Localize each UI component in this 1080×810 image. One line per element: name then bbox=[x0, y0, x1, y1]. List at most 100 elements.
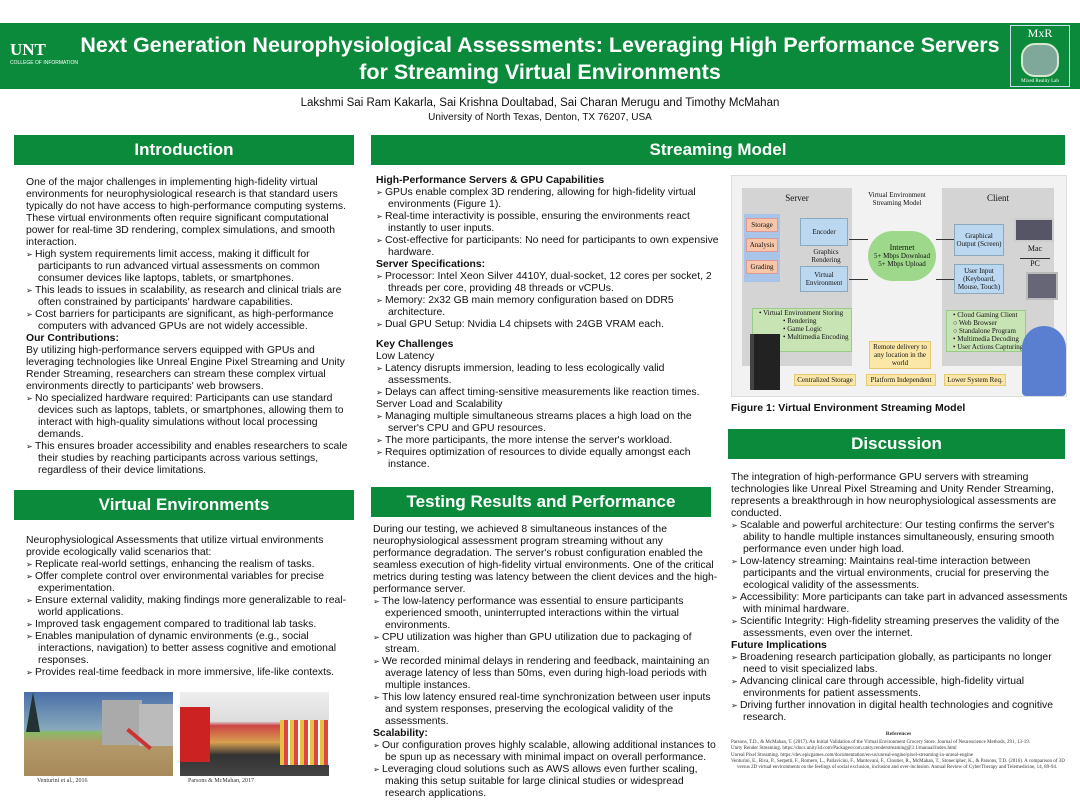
future-bullets: Broadening research participation global… bbox=[731, 652, 1073, 724]
reference-item: Venturini, E., Riva, P., Serpetti, F., R… bbox=[731, 758, 1065, 771]
references-heading: References bbox=[885, 731, 912, 737]
challenges-heading: Key Challenges bbox=[376, 339, 454, 350]
ve-para: Neurophysiological Assessments that util… bbox=[26, 535, 324, 558]
server-fn: • Game Logic bbox=[783, 325, 822, 333]
bullet-item: CPU utilization was higher than GPU util… bbox=[373, 632, 718, 656]
introduction-heading: Introduction bbox=[14, 135, 354, 165]
bullet-item: Scientific Integrity: High-fidelity stre… bbox=[731, 616, 1073, 640]
unt-logo-text: UNT bbox=[10, 40, 46, 59]
virtual-env-body: Neurophysiological Assessments that util… bbox=[26, 535, 348, 679]
bullet-item: Latency disrupts immersion, leading to l… bbox=[376, 363, 721, 387]
bullet-item: Accessibility: More participants can tak… bbox=[731, 592, 1073, 616]
internet-label: Internet bbox=[889, 243, 915, 252]
discussion-body: The integration of high-performance GPU … bbox=[731, 472, 1073, 724]
scalability-bullets: Our configuration proves highly scalable… bbox=[373, 740, 718, 800]
server-fn: • Virtual Environment Storing bbox=[759, 309, 844, 317]
bullet-item: Cost barriers for participants are signi… bbox=[26, 309, 348, 333]
affiliation: University of North Texas, Denton, TX 76… bbox=[428, 112, 652, 123]
bullet-item: Provides real-time feedback in more imme… bbox=[26, 667, 348, 679]
references: References Parsons, T.D., & McMahan, T. … bbox=[731, 731, 1066, 771]
brain-icon bbox=[1021, 43, 1059, 77]
bullet-item: Processor: Intel Xeon Silver 4410Y, dual… bbox=[376, 271, 721, 295]
testing-bullets: The low-latency performance was essentia… bbox=[373, 596, 718, 728]
bullet-item: Delays can affect timing-sensitive measu… bbox=[376, 387, 721, 399]
upload-label: 5+ Mbps Upload bbox=[878, 260, 926, 268]
bullet-item: This ensures broader accessibility and e… bbox=[26, 441, 348, 477]
reference-list: Parsons, T.D., & McMahan, T. (2017). An … bbox=[731, 740, 1066, 771]
desktop-icon bbox=[1026, 272, 1058, 300]
latency-bullets: Latency disrupts immersion, leading to l… bbox=[376, 363, 721, 399]
bullet-item: The low-latency performance was essentia… bbox=[373, 596, 718, 632]
bullet-item: High system requirements limit access, m… bbox=[26, 249, 348, 285]
scalability-heading: Scalability: bbox=[373, 728, 428, 739]
bullet-item: Cost-effective for participants: No need… bbox=[376, 235, 721, 259]
graphics-rendering-label: Graphics Rendering bbox=[811, 248, 841, 264]
pc-label: PC bbox=[1020, 258, 1050, 268]
poster-title: Next Generation Neurophysiological Asses… bbox=[80, 33, 1000, 84]
encoder-box: Encoder bbox=[800, 218, 848, 246]
bullet-item: Scalable and powerful architecture: Our … bbox=[731, 520, 1073, 556]
server-fn: • Rendering bbox=[783, 317, 817, 325]
remote-delivery-note: Remote delivery to any location in the w… bbox=[869, 341, 931, 369]
bullet-item: Advancing clinical care through accessib… bbox=[731, 676, 1073, 700]
mxr-logo-text: MxR bbox=[1027, 26, 1053, 40]
gpu-bullets: GPUs enable complex 3D rendering, allowi… bbox=[376, 187, 721, 259]
title-banner bbox=[0, 23, 1080, 89]
unt-logo-sub: COLLEGE OF INFORMATION bbox=[10, 60, 78, 66]
bullet-item: Enables manipulation of dynamic environm… bbox=[26, 631, 348, 667]
bullet-item: Dual GPU Setup: Nvidia L4 chipsets with … bbox=[376, 319, 721, 331]
ve-bullets: Replicate real-world settings, enhancing… bbox=[26, 559, 348, 679]
server-rack-icon bbox=[750, 334, 780, 390]
streaming-model-diagram: Server Client Virtual Environment Stream… bbox=[731, 175, 1067, 397]
testing-heading: Testing Results and Performance bbox=[371, 487, 711, 517]
bullet-item: We recorded minimal delays in rendering … bbox=[373, 656, 718, 692]
future-heading: Future Implications bbox=[731, 640, 827, 651]
image-credit-2: Parsons & McMahan, 2017 bbox=[188, 778, 254, 784]
bullet-item: Requires optimization of resources to di… bbox=[376, 447, 721, 471]
bullet-item: Offer complete control over environmenta… bbox=[26, 571, 348, 595]
authors: Lakshmi Sai Ram Kakarla, Sai Krishna Dou… bbox=[300, 97, 780, 109]
grocery-store-vr-image bbox=[180, 692, 329, 776]
bullet-item: GPUs enable complex 3D rendering, allowi… bbox=[376, 187, 721, 211]
bullet-item: The more participants, the more intense … bbox=[376, 435, 721, 447]
load-subheading: Server Load and Scalability bbox=[376, 399, 503, 410]
client-fn: ○ Standalone Program bbox=[953, 327, 1016, 335]
user-person-icon bbox=[1022, 326, 1066, 396]
streaming-body: High-Performance Servers & GPU Capabilit… bbox=[376, 175, 721, 471]
client-functions: • Cloud Gaming Client ○ Web Browser ○ Stan… bbox=[946, 310, 1026, 352]
mxr-logo-sub: Mixed Reality Lab bbox=[1021, 79, 1059, 84]
bullet-item: Low-latency streaming: Maintains real-ti… bbox=[731, 556, 1073, 592]
mxr-logo: MxR Mixed Reality Lab bbox=[1010, 25, 1070, 87]
specs-heading: Server Specifications: bbox=[376, 259, 486, 270]
client-fn: ○ Web Browser bbox=[953, 319, 997, 327]
diagram-title: Virtual Environment Streaming Model bbox=[868, 191, 926, 207]
intro-para: One of the major challenges in implement… bbox=[26, 177, 346, 248]
load-bullets: Managing multiple simultaneous streams p… bbox=[376, 411, 721, 471]
internet-cloud: Internet 5+ Mbps Download 5+ Mbps Upload bbox=[868, 231, 936, 281]
bullet-item: Improved task engagement compared to tra… bbox=[26, 619, 348, 631]
bullet-item: This low latency ensured real-time synch… bbox=[373, 692, 718, 728]
bullet-item: Real-time interactivity is possible, ens… bbox=[376, 211, 721, 235]
discussion-para: The integration of high-performance GPU … bbox=[731, 472, 1057, 519]
client-fn: • Cloud Gaming Client bbox=[953, 311, 1018, 319]
reference-item: Unreal Pixel Streaming. https://dev.epic… bbox=[731, 752, 974, 758]
discussion-heading: Discussion bbox=[728, 429, 1065, 459]
unt-logo: UNT COLLEGE OF INFORMATION bbox=[10, 40, 78, 66]
contrib-heading: Our Contributions: bbox=[26, 333, 119, 344]
feature-platform-independent: Platform Independent bbox=[866, 374, 936, 386]
gpu-heading: High-Performance Servers & GPU Capabilit… bbox=[376, 175, 605, 186]
bullet-item: No specialized hardware required: Partic… bbox=[26, 393, 348, 441]
bullet-item: Replicate real-world settings, enhancing… bbox=[26, 559, 348, 571]
bullet-item: Memory: 2x32 GB main memory configuratio… bbox=[376, 295, 721, 319]
testing-para: During our testing, we achieved 8 simult… bbox=[373, 524, 718, 595]
reference-item: Parsons, T.D., & McMahan, T. (2017). An … bbox=[731, 740, 1030, 746]
laptop-icon bbox=[1014, 218, 1054, 242]
discussion-bullets: Scalable and powerful architecture: Our … bbox=[731, 520, 1073, 640]
storage-box: Storage bbox=[746, 218, 778, 232]
virtual-environment-box: Virtual Environment bbox=[800, 266, 848, 292]
playground-vr-image bbox=[24, 692, 173, 776]
server-functions: • Virtual Environment Storing • Rendering… bbox=[752, 308, 852, 352]
introduction-body: One of the major challenges in implement… bbox=[26, 177, 348, 477]
analysis-box: Analysis bbox=[746, 238, 778, 252]
download-label: 5+ Mbps Download bbox=[873, 252, 931, 260]
